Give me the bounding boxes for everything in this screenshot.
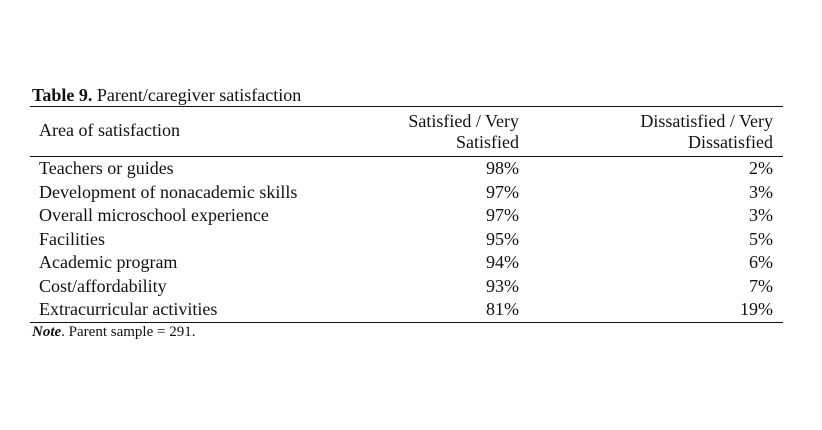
satisfaction-table-block: Table 9. Parent/caregiver satisfaction A… <box>30 84 783 342</box>
header-satisfied: Satisfied / Very Satisfied <box>319 107 519 157</box>
row-dissatisfied: 19% <box>740 299 773 319</box>
header-area: Area of satisfaction <box>30 107 319 157</box>
row-dissatisfied: 6% <box>749 252 773 272</box>
row-satisfied: 97% <box>486 205 519 225</box>
row-satisfied: 94% <box>486 252 519 272</box>
row-satisfied: 98% <box>486 158 519 178</box>
row-satisfied: 97% <box>486 181 519 202</box>
table-header: Area of satisfaction Satisfied / Very Sat… <box>30 106 783 157</box>
header-area-label: Area of satisfaction <box>39 120 180 140</box>
table-row: Academic program 94% 6% <box>30 251 783 275</box>
table-caption: Table 9. Parent/caregiver satisfaction <box>30 84 764 106</box>
table-caption-label: Table 9. <box>32 85 93 105</box>
row-dissatisfied: 3% <box>749 181 773 202</box>
row-dissatisfied: 7% <box>749 275 773 296</box>
row-area: Overall microschool experience <box>39 205 269 225</box>
table-note-label: Note <box>32 323 62 340</box>
row-satisfied: 95% <box>486 228 519 249</box>
header-dissatisfied-line2: Dissatisfied <box>688 132 773 152</box>
row-area: Teachers or guides <box>39 158 174 178</box>
header-dissatisfied: Dissatisfied / Very Dissatisfied <box>519 107 783 157</box>
row-area: Extracurricular activities <box>39 299 218 319</box>
table-row: Cost/affordability 93% 7% <box>30 275 783 299</box>
satisfaction-table: Area of satisfaction Satisfied / Very Sat… <box>30 106 783 323</box>
row-satisfied: 81% <box>486 299 519 319</box>
table-header-row: Area of satisfaction Satisfied / Very Sat… <box>30 106 783 157</box>
table-row: Extracurricular activities 81% 19% <box>30 298 783 322</box>
table-row: Teachers or guides 98% 2% <box>30 157 783 181</box>
table-caption-text: Parent/caregiver satisfaction <box>96 85 302 105</box>
table-note-text: . Parent sample = 291. <box>61 323 196 340</box>
row-dissatisfied: 3% <box>749 205 773 225</box>
table-note: Note. Parent sample = 291. <box>30 323 764 342</box>
header-dissatisfied-line1: Dissatisfied / Very <box>640 111 773 131</box>
table-row: Overall microschool experience 97% 3% <box>30 204 783 228</box>
header-satisfied-line2: Satisfied <box>456 132 519 152</box>
table-row: Facilities 95% 5% <box>30 228 783 252</box>
row-area: Cost/affordability <box>39 275 167 296</box>
row-dissatisfied: 5% <box>749 228 773 249</box>
row-area: Academic program <box>39 252 178 272</box>
row-satisfied: 93% <box>486 275 519 296</box>
header-satisfied-line1: Satisfied / Very <box>408 111 519 131</box>
row-area: Development of nonacademic skills <box>39 181 298 202</box>
table-body: Teachers or guides 98% 2% Development of… <box>30 157 783 322</box>
row-area: Facilities <box>39 228 105 249</box>
row-dissatisfied: 2% <box>749 158 773 178</box>
table-row: Development of nonacademic skills 97% 3% <box>30 181 783 205</box>
